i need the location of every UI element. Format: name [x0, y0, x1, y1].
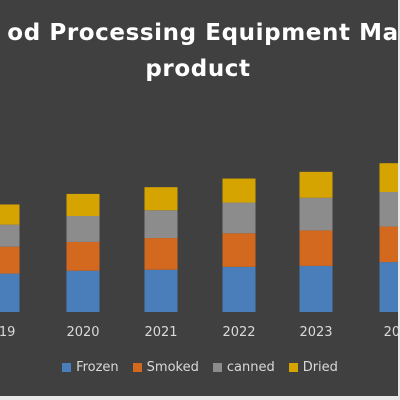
x-tick-label: 2022 [222, 325, 255, 340]
bar-frozen-2021 [144, 269, 178, 312]
legend-label-dried: Dried [302, 360, 338, 375]
x-tick-label: 2023 [299, 325, 332, 340]
bar-smoked-2022 [222, 233, 256, 267]
bar-dried-2021 [144, 187, 178, 211]
bar-dried-019 [0, 204, 20, 225]
bar-dried-2022 [222, 178, 256, 203]
chart-title-line-2: product [145, 56, 251, 82]
legend-item-dried: Dried [288, 360, 338, 375]
x-tick-label: 019 [0, 325, 15, 340]
bar-smoked-2023 [299, 230, 333, 266]
bar-smoked-019 [0, 246, 20, 274]
legend: Frozen Smoked canned Dried [0, 360, 398, 375]
bar-frozen-202 [379, 262, 398, 312]
bar-frozen-019 [0, 273, 20, 312]
legend-item-smoked: Smoked [132, 360, 199, 375]
bar-dried-202 [379, 163, 398, 192]
bar-canned-2021 [144, 210, 178, 239]
bar-frozen-2020 [66, 270, 100, 312]
legend-swatch-frozen [62, 363, 72, 372]
x-tick-label: 2020 [66, 325, 99, 340]
bar-smoked-2021 [144, 238, 178, 270]
legend-label-frozen: Frozen [76, 360, 119, 375]
x-tick-label: 202 [384, 325, 398, 340]
bar-frozen-2022 [222, 266, 256, 312]
bar-canned-2023 [299, 197, 333, 231]
bar-smoked-202 [379, 226, 398, 263]
legend-item-canned: canned [212, 360, 275, 375]
bar-canned-2020 [66, 216, 100, 242]
legend-label-smoked: Smoked [146, 360, 199, 375]
bar-canned-2022 [222, 202, 256, 234]
legend-swatch-canned [212, 363, 222, 372]
bar-canned-019 [0, 224, 20, 247]
x-tick-label: 2021 [144, 325, 177, 340]
bar-canned-202 [379, 192, 398, 227]
bar-smoked-2020 [66, 241, 100, 271]
legend-item-frozen: Frozen [62, 360, 119, 375]
legend-label-canned: canned [226, 360, 275, 375]
legend-swatch-smoked [132, 363, 142, 372]
chart-title-line-1: od Processing Equipment Mar [7, 20, 400, 46]
legend-swatch-dried [288, 363, 298, 372]
bar-dried-2020 [66, 193, 100, 216]
bar-frozen-2023 [299, 265, 333, 312]
bar-dried-2023 [299, 171, 333, 198]
